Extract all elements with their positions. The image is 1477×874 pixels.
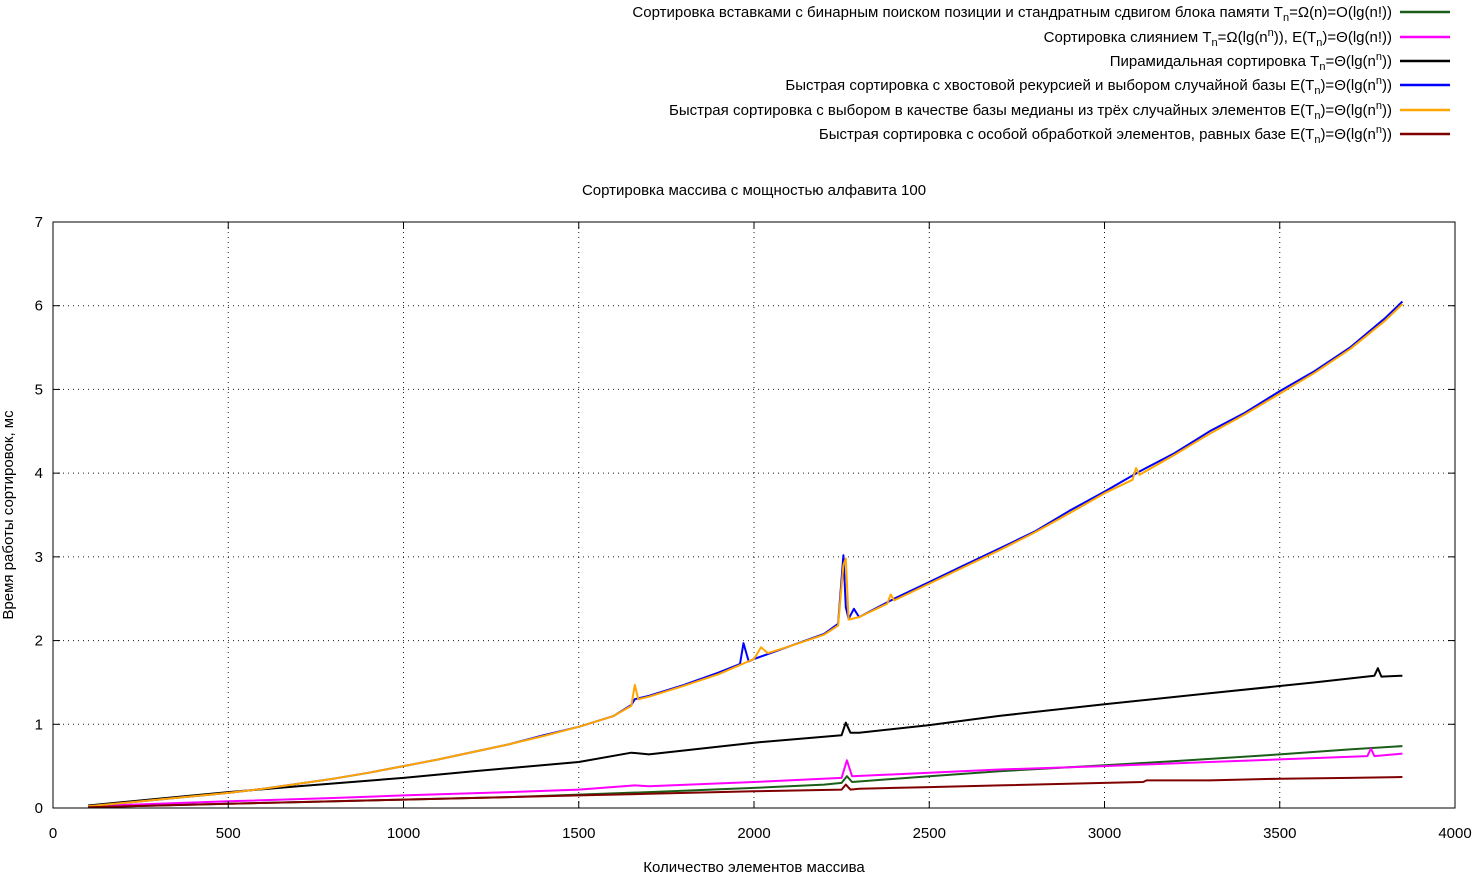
y-tick-label: 6 <box>35 298 43 315</box>
y-axis-label: Время работы сортировок, мс <box>0 410 17 620</box>
x-tick-label: 500 <box>216 825 241 842</box>
y-tick-label: 7 <box>35 214 43 231</box>
plot-frame <box>52 221 1456 809</box>
x-tick-label: 4000 <box>1438 825 1471 842</box>
x-tick-label: 1000 <box>387 825 420 842</box>
series-line-2 <box>88 747 1403 808</box>
legend-label-6: Быстрая сортировка с особой обработкой э… <box>819 124 1392 146</box>
legend-label-1: Сортировка вставками с бинарным поиском … <box>632 4 1392 24</box>
y-tick-label: 0 <box>35 800 43 817</box>
legend-label-4: Быстрая сортировка с хвостовой рекурсией… <box>785 75 1392 97</box>
chart-title: Сортировка массива с мощностью алфавита … <box>582 182 926 199</box>
legend-label-3: Пирамидальная сортировка Tn=Θ(lg(nn)) <box>1110 51 1392 73</box>
x-tick-label: 0 <box>49 825 57 842</box>
grid-lines <box>53 222 1455 808</box>
series-line-4 <box>88 300 1404 808</box>
x-tick-label: 3000 <box>1088 825 1121 842</box>
series-line-5 <box>88 303 1404 808</box>
axis-ticks: 0 500 1000 1500 2000 2500 3000 3500 4000 0 1 2 3 4 5 6 7 <box>35 214 1472 842</box>
y-tick-label: 2 <box>35 633 43 650</box>
legend-label-2: Сортировка слиянием Tn=Ω(lg(nn)), E(Tn)=… <box>1044 27 1392 49</box>
series-line-3 <box>88 667 1403 807</box>
series-line-1 <box>88 745 1403 809</box>
y-tick-label: 5 <box>35 381 43 398</box>
x-axis-label: Количество элементов массива <box>643 859 865 874</box>
x-tick-label: 2000 <box>737 825 770 842</box>
x-tick-label: 3500 <box>1263 825 1296 842</box>
series-lines <box>88 300 1404 809</box>
x-tick-label: 1500 <box>562 825 595 842</box>
y-tick-label: 1 <box>35 716 43 733</box>
legend: Сортировка вставками с бинарным поиском … <box>632 4 1450 146</box>
x-tick-label: 2500 <box>913 825 946 842</box>
legend-label-5: Быстрая сортировка с выбором в качестве … <box>669 100 1392 122</box>
y-tick-label: 3 <box>35 549 43 566</box>
series-line-6 <box>88 776 1403 809</box>
y-tick-label: 4 <box>35 465 43 482</box>
